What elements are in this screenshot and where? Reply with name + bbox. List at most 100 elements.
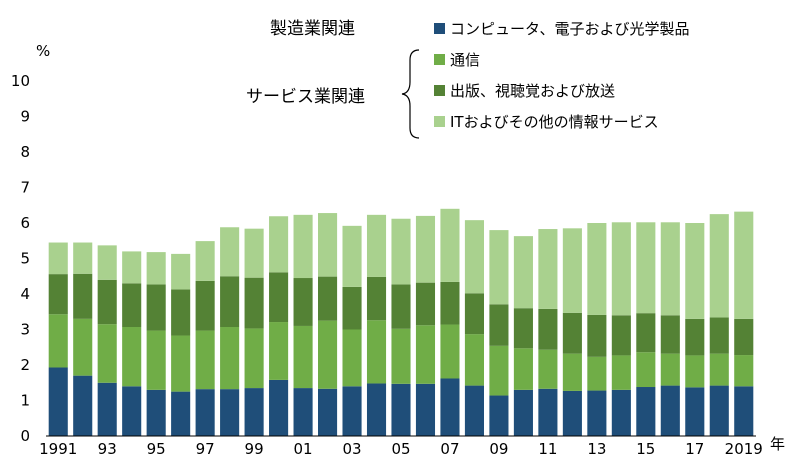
bar-segment [73, 318, 93, 376]
bar-segment [587, 390, 607, 436]
bar-segment [391, 284, 411, 329]
bar-segment [587, 223, 607, 315]
bar-segment [562, 390, 582, 436]
bar-segment [415, 383, 436, 436]
bar-segment [464, 385, 484, 436]
bar-segment [440, 378, 460, 436]
x-tick-label: 09 [489, 440, 508, 458]
bar-segment [587, 314, 607, 357]
bar-segment [538, 308, 558, 350]
bar-segment [171, 391, 191, 436]
bar-segment [562, 312, 582, 354]
y-tick-label: 1 [20, 392, 30, 410]
bar-segment [464, 334, 484, 386]
bar-segment [318, 276, 338, 321]
bar-segment [318, 388, 338, 436]
y-tick-label: 3 [20, 321, 30, 339]
bar-segment [220, 327, 240, 390]
bar-segment [685, 223, 705, 319]
bar-segment [366, 276, 387, 321]
bar-stack [269, 216, 289, 436]
bar-segment [195, 241, 215, 281]
y-axis-ticks: 0 1 2 3 4 5 6 7 8 9 10 [11, 72, 30, 445]
bar-segment [391, 328, 411, 384]
bar-segment [415, 215, 436, 283]
bar-segment [146, 252, 166, 285]
legend-label: 出版、視聴覚および放送 [450, 82, 615, 100]
bar-stack [538, 229, 558, 436]
bar-segment [709, 385, 729, 436]
bar-segment [440, 208, 460, 282]
bar-segment [195, 330, 215, 390]
bar-segment [734, 318, 754, 356]
legend: 製造業関連 サービス業関連 コンピュータ、電子および光学製品通信出版、視聴覚およ… [246, 19, 690, 139]
bar-stack [220, 227, 240, 436]
bar-segment [636, 387, 656, 436]
bar-segment [562, 353, 582, 391]
y-unit-label: % [36, 42, 50, 60]
bar-segment [366, 214, 387, 277]
legend-swatch [434, 23, 445, 34]
legend-label: コンピュータ、電子および光学製品 [450, 20, 690, 38]
bar-segment [318, 320, 338, 389]
bar-segment [244, 277, 264, 329]
legend-label: ITおよびその他の情報サービス [450, 113, 659, 131]
bar-segment [440, 281, 460, 325]
legend-swatch [434, 85, 445, 96]
bar-stack [685, 223, 705, 436]
bar-segment [48, 314, 68, 368]
y-tick-label: 2 [20, 356, 30, 374]
bar-stack [489, 230, 509, 436]
bar-segment [342, 286, 362, 330]
bar-segment [660, 385, 680, 436]
bar-segment [709, 214, 729, 318]
legend-swatch [434, 54, 445, 65]
bar-stack [366, 214, 387, 436]
bar-segment [171, 253, 191, 290]
bar-segment [269, 216, 289, 273]
bar-stack [171, 253, 191, 436]
bar-stack [73, 242, 93, 436]
bar-segment [293, 214, 313, 279]
bar-segment [122, 327, 142, 387]
bar-segment [415, 282, 436, 326]
legend-label: 通信 [450, 51, 480, 69]
bar-segment [220, 389, 240, 436]
bar-segment [391, 218, 411, 285]
bar-segment [709, 353, 729, 386]
bar-segment [293, 388, 313, 436]
bar-segment [171, 335, 191, 392]
bar-segment [48, 274, 68, 315]
bar-segment [562, 228, 582, 313]
bar-segment [734, 386, 754, 436]
bar-segment [538, 388, 558, 436]
bar-segment [464, 220, 484, 294]
bar-stack [244, 228, 264, 436]
x-tick-label: 11 [538, 440, 557, 458]
y-tick-label: 5 [20, 250, 30, 268]
bar-segment [513, 389, 533, 436]
bar-segment [146, 284, 166, 331]
legend-group-manufacturing: 製造業関連 [270, 19, 355, 39]
bar-segment [244, 228, 264, 278]
bar-segment [195, 280, 215, 331]
bar-segment [220, 227, 240, 277]
bar-segment [636, 352, 656, 388]
bar-segment [538, 349, 558, 389]
bar-segment [709, 317, 729, 354]
x-tick-label: 97 [196, 440, 215, 458]
bar-segment [73, 375, 93, 436]
bar-segment [611, 355, 631, 390]
x-tick-label: 99 [245, 440, 264, 458]
bar-segment [611, 222, 631, 316]
x-tick-label: 17 [685, 440, 704, 458]
bar-segment [685, 387, 705, 436]
legend-swatch [434, 116, 445, 127]
x-tick-label: 13 [587, 440, 606, 458]
bar-stack [464, 220, 484, 436]
bar-stack [97, 245, 117, 436]
bar-segment [293, 278, 313, 326]
y-tick-label: 7 [20, 179, 30, 197]
x-tick-label: 15 [636, 440, 655, 458]
bar-segment [734, 355, 754, 387]
